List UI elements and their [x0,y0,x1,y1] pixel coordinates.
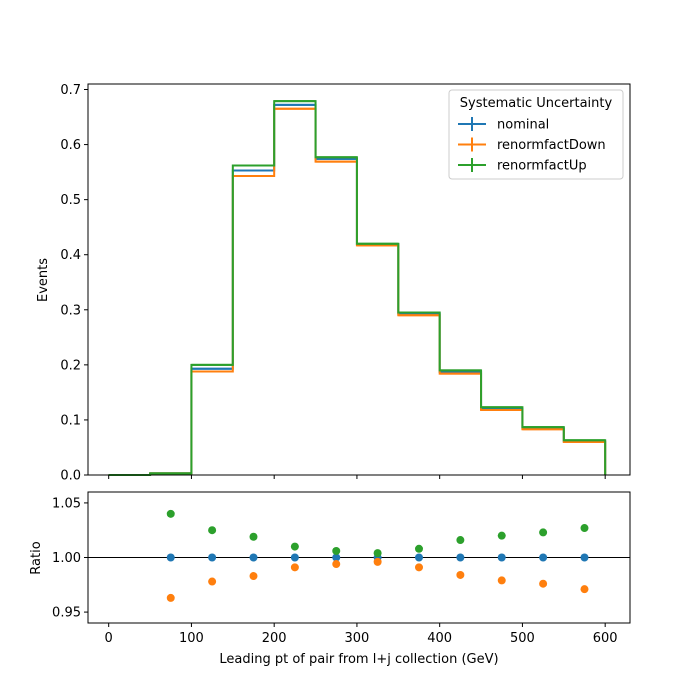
ratio-point-renormfactUp [414,544,423,553]
ratio-x-axis-title: Leading pt of pair from l+j collection (… [219,652,498,667]
ratio-point-renormfactUp [456,536,465,545]
ratio-x-tick-label: 0 [105,631,113,646]
main-y-tick-label: 0.5 [60,193,81,208]
ratio-point-renormfactUp [580,524,589,533]
ratio-point-nominal [332,553,341,562]
ratio-x-tick-label: 300 [345,631,370,646]
ratio-x-tick-label: 600 [593,631,618,646]
ratio-point-renormfactUp [166,509,175,518]
main-y-tick-label: 0.0 [60,469,81,484]
legend-label: renormfactDown [497,138,606,153]
ratio-point-renormfactDown [290,563,299,572]
ratio-point-nominal [539,553,548,562]
ratio-point-nominal [249,553,258,562]
main-y-tick-label: 0.7 [60,83,81,98]
ratio-x-tick-label: 100 [179,631,204,646]
ratio-point-renormfactDown [497,576,506,585]
ratio-y-tick-label: 1.05 [52,496,81,511]
ratio-point-renormfactUp [332,546,341,555]
ratio-point-renormfactUp [249,532,258,541]
ratio-y-axis: 0.95 1.00 1.05 [52,496,88,621]
legend-box [448,89,624,180]
ratio-y-tick-label: 0.95 [52,606,81,621]
ratio-point-nominal [166,553,175,562]
ratio-x-tick-label: 200 [262,631,287,646]
ratio-point-renormfactUp [290,542,299,551]
legend-entry-nominal: nominal [458,117,549,133]
ratio-point-renormfactUp [539,528,548,537]
ratio-point-renormfactDown [332,560,341,569]
ratio-x-tick-label: 500 [510,631,535,646]
legend-label: renormfactUp [497,159,587,174]
main-series-group [108,100,607,476]
legend-entries: nominal renormfactDown renormfactUp [458,117,606,174]
ratio-point-renormfactUp [497,531,506,540]
ratio-x-tick-label: 400 [427,631,452,646]
main-panel: 0.0 0.1 0.2 0.3 0.4 0.5 0.6 0.7 Events [36,83,631,484]
ratio-point-renormfactDown [414,563,423,572]
legend-entry-renormfactDown: renormfactDown [458,137,606,153]
ratio-panel: 0.95 1.00 1.05 0 100 200 300 400 500 600 Ratio L… [29,491,631,667]
ratio-point-nominal [208,553,217,562]
legend: Systematic Uncertainty nominal renormfact… [448,89,624,180]
main-plot-frame [87,83,631,476]
main-y-tick-label: 0.6 [60,138,81,153]
ratio-series-group [88,509,630,602]
legend-title: Systematic Uncertainty [460,96,613,111]
ratio-point-renormfactDown [208,577,217,586]
ratio-y-axis-title: Ratio [29,541,44,574]
ratio-point-renormfactDown [249,572,258,581]
series-step-renormfactUp [108,100,607,476]
main-y-axis: 0.0 0.1 0.2 0.3 0.4 0.5 0.6 0.7 [60,83,88,484]
ratio-point-renormfactDown [539,579,548,588]
legend-entry-renormfactUp: renormfactUp [458,158,587,174]
main-y-tick-label: 0.1 [60,413,81,428]
ratio-point-renormfactDown [456,570,465,579]
ratio-point-nominal [414,553,423,562]
main-y-tick-label: 0.2 [60,358,81,373]
ratio-point-renormfactUp [373,549,382,558]
main-x-axis [108,475,606,479]
ratio-y-tick-label: 1.00 [52,551,81,566]
ratio-point-renormfactUp [208,526,217,535]
ratio-point-nominal [456,553,465,562]
ratio-point-nominal [290,553,299,562]
ratio-point-renormfactDown [166,593,175,602]
main-y-axis-title: Events [36,258,51,302]
main-y-tick-label: 0.4 [60,248,81,263]
ratio-x-axis: 0 100 200 300 400 500 600 [105,623,618,646]
main-y-tick-label: 0.3 [60,303,81,318]
ratio-point-renormfactDown [580,585,589,594]
ratio-point-nominal [580,553,589,562]
legend-label: nominal [497,118,549,133]
ratio-point-renormfactDown [373,557,382,566]
ratio-point-nominal [497,553,506,562]
